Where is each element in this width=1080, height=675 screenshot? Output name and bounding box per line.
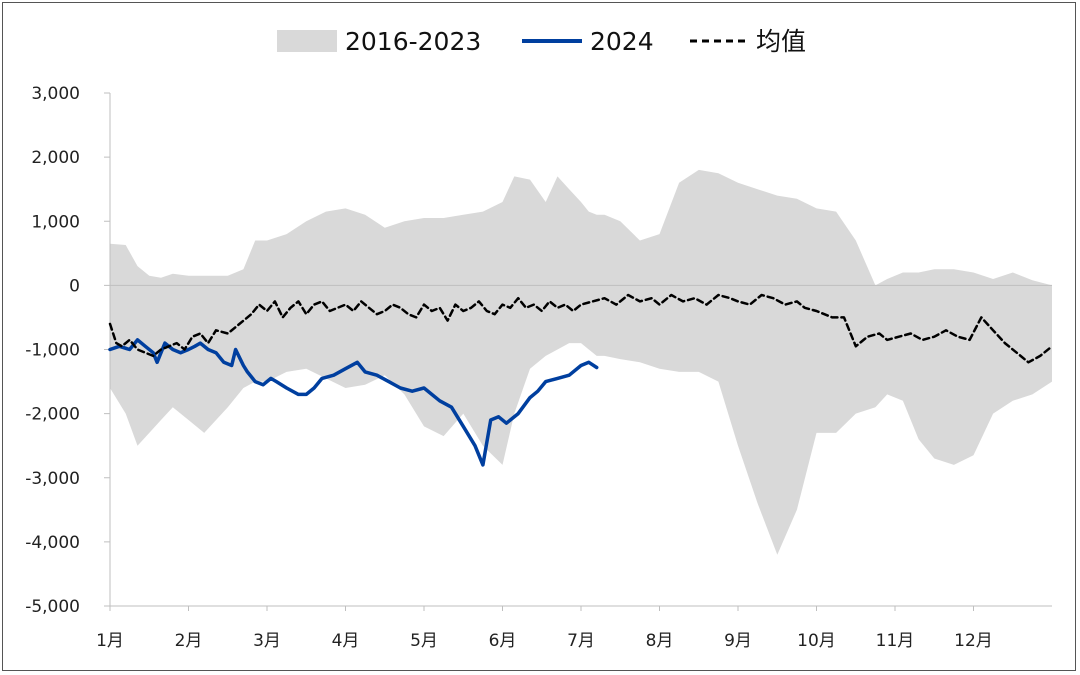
legend: 2016-2023 2024 均值 (277, 27, 806, 56)
y-tick-label: 0 (69, 276, 80, 296)
x-tick-label: 5月 (410, 631, 438, 651)
y-tick-label: 2,000 (31, 148, 80, 168)
legend-swatch-band (277, 30, 337, 52)
y-tick-label: -1,000 (25, 341, 80, 361)
legend-label-mean: 均值 (756, 27, 806, 56)
band-layer (110, 169, 1052, 555)
x-tick-label: 2月 (175, 631, 203, 651)
x-tick-label: 3月 (253, 631, 281, 651)
x-tick-label: 12月 (954, 631, 993, 651)
legend-label-band: 2016-2023 (345, 27, 481, 56)
y-tick-label: 3,000 (31, 84, 80, 104)
legend-label-2024: 2024 (590, 27, 654, 56)
series-line-mean (108, 293, 1054, 364)
x-tick-label: 4月 (332, 631, 360, 651)
y-tick-label: -3,000 (25, 469, 80, 489)
x-tick-label: 6月 (489, 631, 517, 651)
y-tick-label: -4,000 (25, 533, 80, 553)
series-layer (108, 293, 1054, 467)
x-tick-label: 8月 (646, 631, 674, 651)
y-tick-label: -2,000 (25, 405, 80, 425)
x-tick-label: 9月 (724, 631, 752, 651)
band-area-2016-2023 (110, 169, 1052, 555)
series-line-2024 (108, 338, 599, 467)
axes-layer: 3,000 2,000 1,000 0 -1,000 -2,000 -3,000 -4,000… (25, 84, 1052, 651)
y-tick-label: -5,000 (25, 597, 80, 617)
x-tick-label: 10月 (797, 631, 836, 651)
x-tick-label: 11月 (876, 631, 915, 651)
y-tick-label: 1,000 (31, 212, 80, 232)
x-tick-label: 7月 (567, 631, 595, 651)
x-tick-label: 1月 (96, 631, 124, 651)
